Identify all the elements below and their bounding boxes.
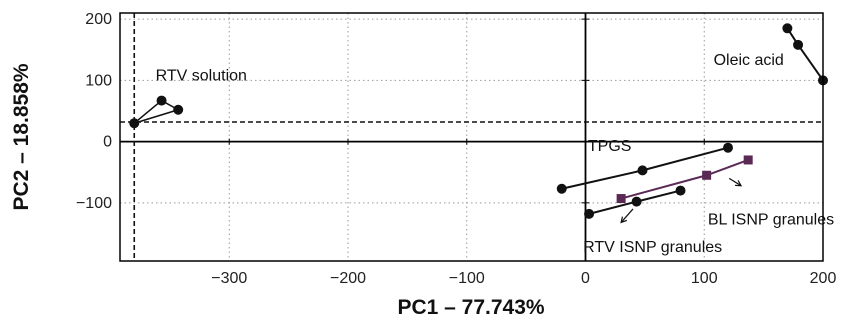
data-point-rtv-solution [129, 118, 140, 129]
leader-arrow-bl-isnp [728, 177, 742, 187]
x-tick-label: −300 [211, 270, 247, 287]
data-point-rtv-isnp-granules [675, 185, 686, 196]
data-point-bl-isnp-granules [743, 155, 753, 165]
annotation-layer: RTV solution Oleic acid TPGS BL ISNP granul… [156, 52, 834, 256]
leader-arrow-rtv-isnp [620, 208, 634, 223]
leader-arrow-bl-isnp-head [735, 180, 743, 187]
data-point-tpgs [556, 183, 567, 194]
data-point-bl-isnp-granules [616, 194, 626, 204]
data-point-tpgs [637, 165, 648, 176]
x-tick-label: −200 [330, 270, 366, 287]
annotation-tpgs: TPGS [588, 138, 632, 155]
x-axis-title: PC1 – 77.743% [397, 296, 544, 319]
plot-frame [119, 12, 824, 262]
data-point-rtv-solution [156, 95, 167, 106]
y-axis-title: PC2 – 18.858% [10, 63, 33, 210]
data-point-bl-isnp-granules [702, 170, 712, 180]
reference-lines [120, 13, 824, 261]
annotation-oleic-acid: Oleic acid [714, 52, 784, 69]
x-tick-label: 100 [691, 270, 718, 287]
x-tick-label: 200 [810, 270, 837, 287]
y-tick-label: 0 [103, 134, 112, 151]
leader-arrow-rtv-isnp-head [620, 216, 627, 224]
annotation-bl-isnp-granules: BL ISNP granules [708, 211, 834, 228]
series-outline-rtv-solution [133, 99, 181, 124]
x-tick-label: 0 [581, 270, 590, 287]
plot-area [120, 13, 823, 261]
data-point-rtv-solution [173, 104, 184, 115]
y-tick-label: −100 [76, 195, 112, 212]
data-point-tpgs [723, 142, 733, 153]
x-tick-label: −100 [449, 270, 485, 287]
data-point-oleic-acid [782, 23, 793, 34]
y-tick-label: 100 [85, 72, 112, 89]
series-layer [129, 23, 828, 219]
y-tick-label: 200 [85, 11, 112, 28]
data-point-rtv-isnp-granules [584, 208, 595, 219]
tick-layer: −300 −200 −100 0 100 200 200 100 0 −100 [76, 11, 836, 287]
annotation-rtv-solution: RTV solution [156, 67, 247, 84]
data-point-rtv-isnp-granules [631, 196, 642, 207]
annotation-rtv-isnp-granules: RTV ISNP granules [583, 239, 722, 256]
data-point-oleic-acid [793, 39, 804, 50]
